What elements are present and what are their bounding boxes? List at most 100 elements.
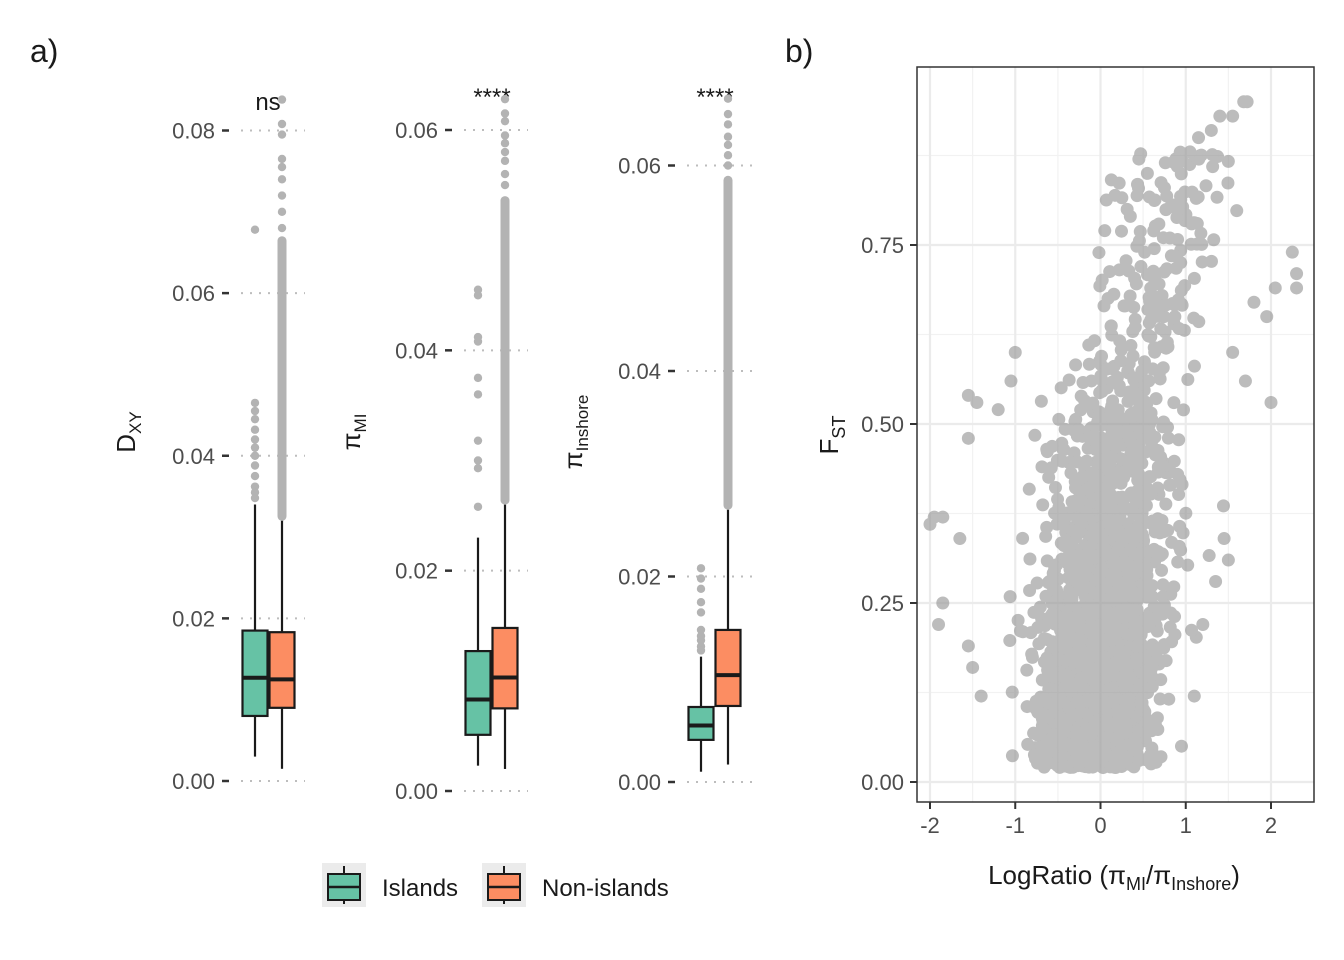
scatter-point xyxy=(961,639,975,653)
scatter-point xyxy=(1132,234,1146,248)
scatter-point xyxy=(1260,310,1274,324)
y-tick-label: 0.06 xyxy=(395,118,438,143)
y-axis-title: DXY xyxy=(111,411,145,452)
scatter-point xyxy=(1128,312,1142,326)
scatter-point xyxy=(1207,233,1221,247)
y-tick-label: 0.04 xyxy=(618,359,661,384)
outlier-point xyxy=(250,225,260,234)
scatter-point xyxy=(1206,160,1220,174)
scatter-point xyxy=(1123,209,1137,223)
scatter-point xyxy=(1210,190,1224,204)
scatter-point xyxy=(1112,263,1126,277)
y-tick-label: 0.04 xyxy=(172,444,215,469)
box-body xyxy=(464,649,492,736)
outlier-point xyxy=(723,140,733,150)
scatter-point xyxy=(1044,610,1058,624)
scatter-point xyxy=(1192,315,1206,329)
legend-label-islands: Islands xyxy=(382,875,458,902)
scatter-point xyxy=(1238,374,1252,388)
scatter-point xyxy=(1155,563,1169,577)
scatter-point xyxy=(1052,500,1066,514)
outlier-point xyxy=(500,180,510,190)
scatter-point xyxy=(1167,396,1181,410)
scatter-point xyxy=(1132,152,1146,166)
scatter-point xyxy=(1065,590,1079,604)
scatter-point xyxy=(1170,159,1184,173)
scatter-point xyxy=(1163,620,1177,634)
scatter-point xyxy=(1023,552,1037,566)
outlier-point xyxy=(696,564,706,573)
box-non-islands xyxy=(268,95,296,769)
scatter-point xyxy=(1126,625,1140,639)
scatter-point xyxy=(1071,632,1085,646)
scatter-point xyxy=(1150,652,1164,666)
scatter-point xyxy=(1086,606,1100,620)
scatter-point xyxy=(1118,708,1132,722)
scatter-point xyxy=(1126,611,1140,625)
scatter-point xyxy=(1216,499,1230,513)
scatter-point xyxy=(1054,381,1068,395)
scatter-point xyxy=(1161,431,1175,445)
scatter-point xyxy=(1114,224,1128,238)
outlier-point xyxy=(473,456,483,465)
scatter-point xyxy=(1166,296,1180,310)
outlier-point xyxy=(473,436,483,445)
scatter-point xyxy=(1155,460,1169,474)
scatter-point xyxy=(1144,294,1158,308)
scatter-point xyxy=(1172,321,1186,335)
plot-border xyxy=(916,66,1315,803)
scatter-point xyxy=(1157,598,1171,612)
scatter-point xyxy=(1050,594,1064,608)
scatter-point xyxy=(1187,359,1201,373)
scatter-point xyxy=(1150,341,1164,355)
scatter-point xyxy=(1268,281,1282,295)
scatter-point xyxy=(1100,713,1114,727)
scatter-point xyxy=(1174,283,1188,297)
scatter-point xyxy=(1104,319,1118,333)
scatter-point xyxy=(1100,748,1114,762)
scatter-point xyxy=(1067,737,1081,751)
scatter-point xyxy=(1185,623,1199,637)
scatter-point xyxy=(1226,109,1240,123)
y-tick-label: 0.00 xyxy=(172,769,215,794)
scatter-point xyxy=(1204,254,1218,268)
scatter-point xyxy=(1069,358,1083,372)
scatter-point xyxy=(1005,749,1019,763)
scatter-point xyxy=(1061,616,1075,630)
scatter-point xyxy=(1068,655,1082,669)
scatter-point xyxy=(1195,255,1209,269)
scatter-point xyxy=(1023,583,1037,597)
scatter-point xyxy=(1111,513,1125,527)
scatter-point xyxy=(1145,579,1159,593)
scatter-point xyxy=(1066,709,1080,723)
scatter-point xyxy=(1140,715,1154,729)
scatter-point xyxy=(1041,663,1055,677)
scatter-point xyxy=(1202,549,1216,563)
scatter-point xyxy=(1082,338,1096,352)
scatter-point xyxy=(1097,299,1111,313)
scatter-point xyxy=(1025,647,1039,661)
scatter-point xyxy=(1125,461,1139,475)
scatter-point xyxy=(1114,354,1128,368)
scatter-point xyxy=(1070,750,1084,764)
scatter-point xyxy=(1011,613,1025,627)
scatter-point xyxy=(1112,575,1126,589)
scatter-point xyxy=(1005,685,1019,699)
box-islands xyxy=(687,564,715,772)
scatter-point xyxy=(1040,554,1054,568)
scatter-point xyxy=(1217,532,1231,546)
scatter-point xyxy=(1135,411,1149,425)
y-axis-title: πMI xyxy=(336,414,370,451)
scatter-point xyxy=(1114,384,1128,398)
y-tick-label: 0.00 xyxy=(618,770,661,795)
scatter-point xyxy=(1230,204,1244,218)
scatter-point xyxy=(1143,544,1157,558)
scatter-point xyxy=(1064,684,1078,698)
scatter-point xyxy=(1094,452,1108,466)
scatter-point xyxy=(1141,328,1155,342)
legend-label-non-islands: Non-islands xyxy=(542,875,669,902)
scatter-point xyxy=(1105,450,1119,464)
legend-item-non-islands: Non-islands xyxy=(482,863,669,907)
scatter-point xyxy=(1013,624,1027,638)
outlier-point xyxy=(696,574,706,583)
